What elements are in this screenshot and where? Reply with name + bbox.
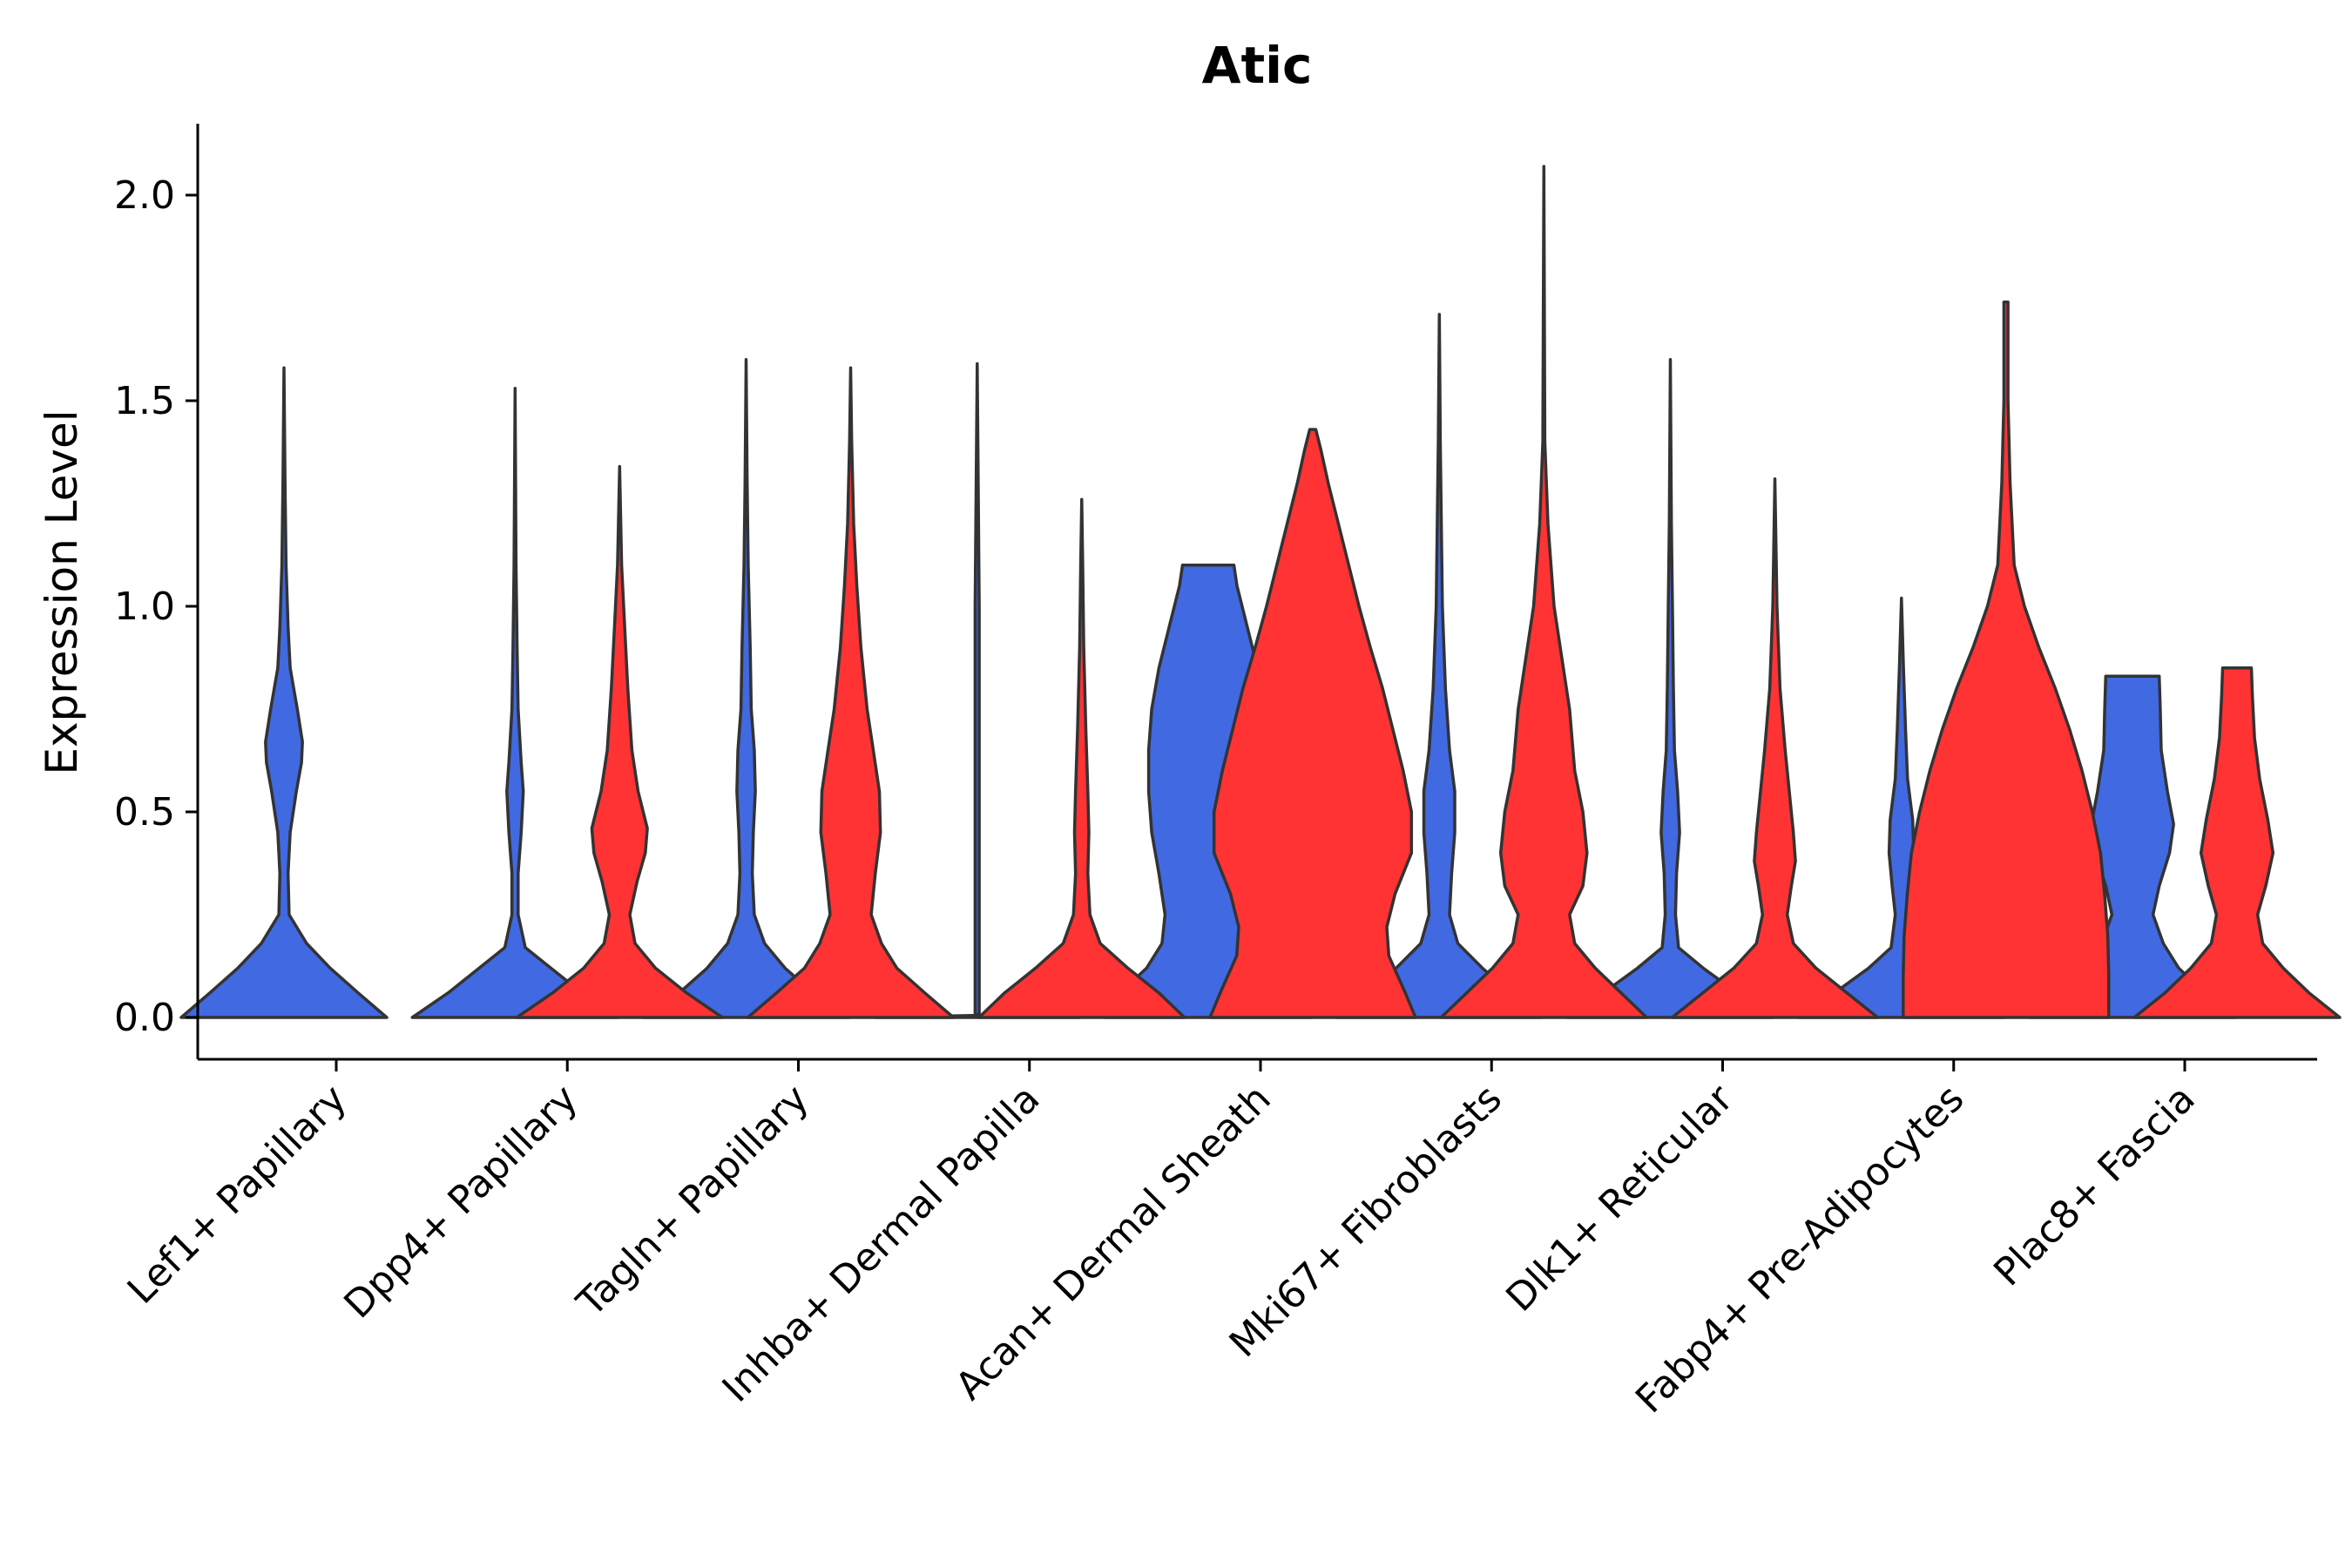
violin-group_1-6 [1565,358,1775,1019]
x-tick-label-6: Dlk1+ Reticular [1497,1076,1742,1321]
x-tick-label-0: Lef1+ Papillary [119,1077,355,1313]
axes-layer [196,124,2317,1061]
x-tick-label-8: Plac8+ Fascia [1985,1077,2204,1295]
y-tick-label-1: 0.5 [114,790,175,835]
violin-group_2-7 [1902,300,2111,1019]
violins-layer [179,165,2342,1019]
x-tick-label-1: Dpp4+ Papillary [335,1077,586,1328]
y-axis-label: Expression Level [37,409,87,774]
x-tick-label-2: Tagln+ Papillary [568,1077,817,1326]
y-tick-label-0: 0.0 [114,996,175,1040]
violin-group_2-1 [515,464,725,1019]
violin-group_1-2 [641,358,851,1019]
chart-title: Atic [1202,36,1313,95]
y-tick-label-4: 2.0 [114,173,175,218]
violin-group_2-3 [977,497,1186,1019]
y-tick-label-3: 1.5 [114,379,175,423]
y-tick-label-2: 1.0 [114,585,175,629]
violin-group_2-6 [1670,476,1880,1019]
violin-group_2-4 [1208,428,1417,1019]
violin-group_2-5 [1439,165,1649,1019]
violin-group_1-3 [873,362,1082,1019]
violin-group_2-8 [2132,666,2342,1019]
y-ticks: 0.0 0.5 1.0 1.5 2.0 [114,173,198,1040]
violin-group_2-2 [746,366,956,1019]
violin-group_1-5 [1335,313,1544,1019]
violin-group_1-0 [179,366,389,1019]
violin-group_1-1 [410,387,620,1019]
